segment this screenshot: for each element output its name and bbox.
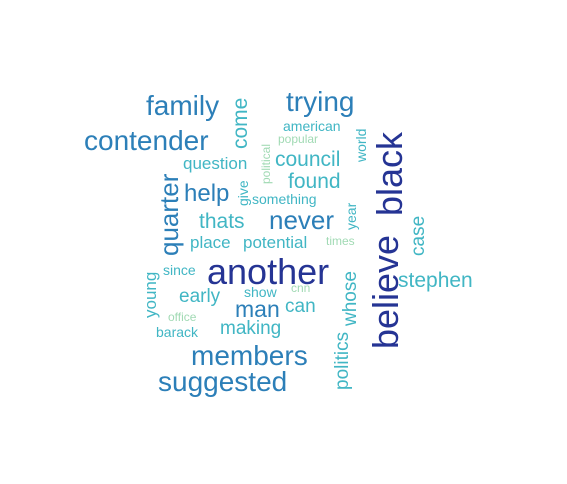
word-making: making xyxy=(220,318,282,339)
word-barack: barack xyxy=(156,324,199,340)
word-year: year xyxy=(343,202,359,230)
word-whose: whose xyxy=(340,271,361,326)
word-popular: popular xyxy=(278,132,319,146)
word-american: american xyxy=(283,118,341,134)
word-quarter: quarter xyxy=(154,173,184,256)
word-times: times xyxy=(326,234,355,248)
word-man: man xyxy=(235,296,280,322)
word-come: come xyxy=(229,97,252,149)
word-help: help xyxy=(184,180,230,207)
word-potential: potential xyxy=(243,233,308,252)
word-give: give xyxy=(235,180,251,206)
word-show: show xyxy=(244,284,277,300)
word-members: members xyxy=(191,340,308,371)
word-question: question xyxy=(183,154,248,173)
word-family: family xyxy=(146,90,220,121)
word-thats: thats xyxy=(199,210,245,233)
word-early: early xyxy=(179,286,221,307)
word-found: found xyxy=(288,170,341,193)
word-council: council xyxy=(275,148,341,171)
word-office: office xyxy=(168,310,197,324)
word-another: another xyxy=(207,251,330,292)
word-world: world xyxy=(353,128,369,162)
word-cnn: cnn xyxy=(291,281,311,295)
word-black: black xyxy=(369,131,410,216)
word-political: political xyxy=(259,143,273,184)
word-since: since xyxy=(163,262,196,278)
word-case: case xyxy=(408,215,429,256)
word-suggested: suggested xyxy=(158,366,288,397)
word-stephen: stephen xyxy=(398,269,473,292)
word-trying: trying xyxy=(286,86,355,117)
word-can: can xyxy=(285,296,316,317)
word-politics: politics xyxy=(332,331,353,390)
word-something: something xyxy=(252,191,317,207)
word-contender: contender xyxy=(84,125,209,156)
word-place: place xyxy=(190,233,231,252)
word-never: never xyxy=(269,205,335,235)
word-young: young xyxy=(141,271,160,318)
